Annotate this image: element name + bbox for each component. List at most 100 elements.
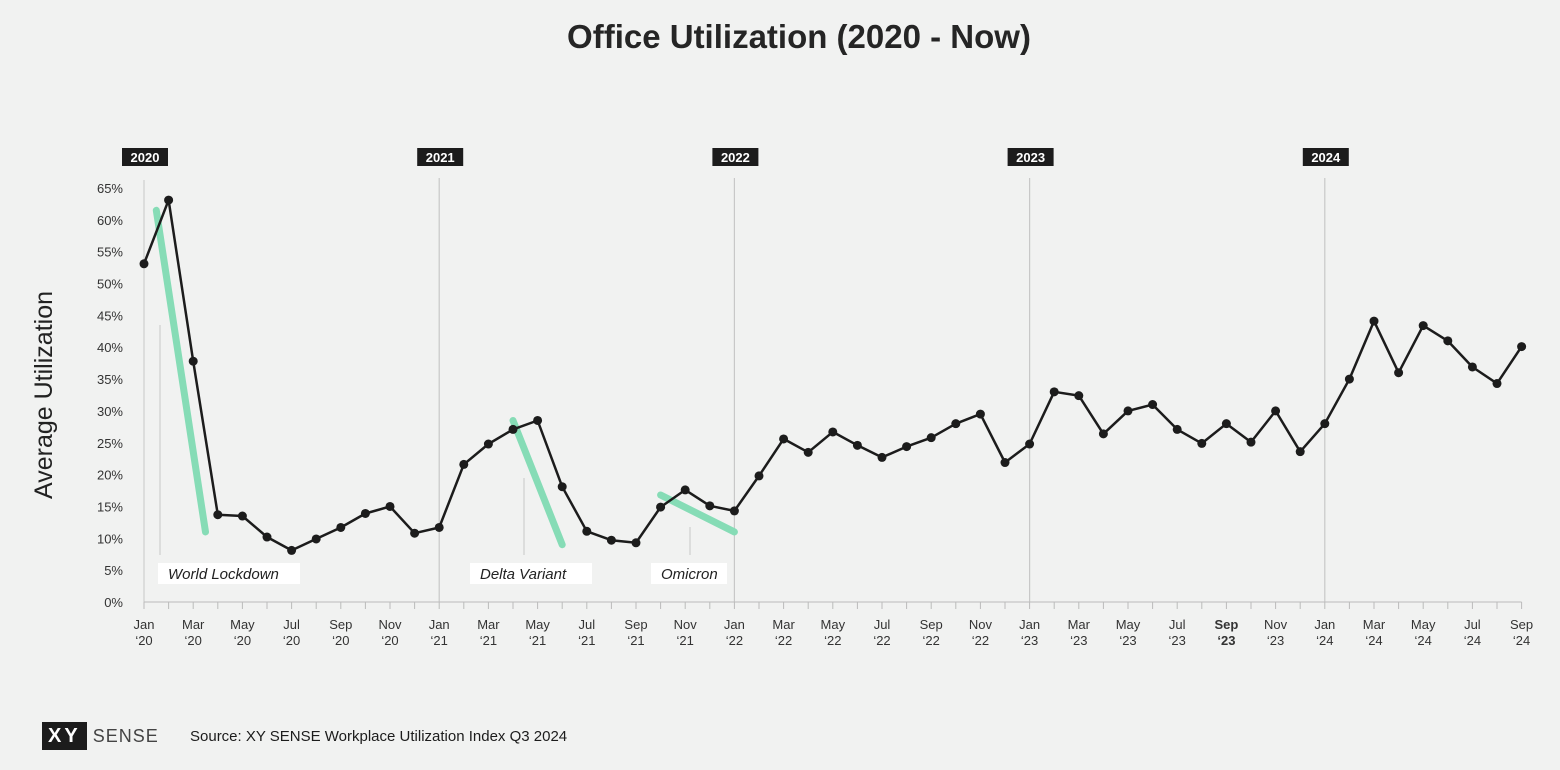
x-tick-year: ‘24 xyxy=(1415,633,1432,648)
x-tick-label: Jul xyxy=(1169,617,1186,632)
data-point xyxy=(557,482,567,492)
data-point xyxy=(803,447,813,457)
y-tick-label: 25% xyxy=(97,436,123,451)
x-tick-label: Nov xyxy=(1264,617,1288,632)
year-badge-label: 2023 xyxy=(1016,150,1045,165)
x-tick-label: Jul xyxy=(283,617,300,632)
x-tick-label: May xyxy=(230,617,255,632)
x-tick-label: Jan xyxy=(134,617,155,632)
year-badge-label: 2020 xyxy=(131,150,160,165)
y-tick-label: 65% xyxy=(97,181,123,196)
data-point xyxy=(336,522,346,532)
data-point xyxy=(287,545,297,555)
x-tick-year: ‘22 xyxy=(972,633,989,648)
x-tick-year: ‘20 xyxy=(283,633,300,648)
data-point xyxy=(483,439,493,449)
x-tick-label: Mar xyxy=(1068,617,1091,632)
data-point xyxy=(1074,391,1084,401)
annotation-box xyxy=(158,563,300,584)
x-tick-year: ‘20 xyxy=(135,633,152,648)
x-tick-year: ‘20 xyxy=(332,633,349,648)
year-badge-label: 2021 xyxy=(426,150,455,165)
data-point xyxy=(434,522,444,532)
data-point xyxy=(1320,419,1330,429)
y-tick-label: 40% xyxy=(97,340,123,355)
y-tick-label: 45% xyxy=(97,308,123,323)
data-point xyxy=(1123,406,1133,416)
data-point xyxy=(311,534,321,544)
data-point xyxy=(1197,438,1207,448)
logo-mark: XY xyxy=(42,722,87,750)
x-tick-year: ‘20 xyxy=(234,633,251,648)
data-point xyxy=(1517,342,1527,352)
x-tick-year: ‘23 xyxy=(1119,633,1136,648)
x-tick-label: Sep xyxy=(624,617,647,632)
y-tick-label: 15% xyxy=(97,499,123,514)
x-tick-year: ‘23 xyxy=(1070,633,1087,648)
x-tick-label: May xyxy=(821,617,846,632)
data-point xyxy=(139,259,149,269)
data-point xyxy=(385,501,395,511)
data-point xyxy=(1000,458,1010,468)
x-tick-year: ‘21 xyxy=(529,633,546,648)
data-point xyxy=(1025,439,1035,449)
x-tick-year: ‘21 xyxy=(627,633,644,648)
data-point xyxy=(1418,321,1428,331)
data-point xyxy=(1394,368,1404,378)
data-point xyxy=(459,459,469,469)
x-tick-year: ‘21 xyxy=(578,633,595,648)
logo-word: SENSE xyxy=(92,725,159,746)
x-tick-label: Mar xyxy=(1363,617,1386,632)
x-tick-year: ‘22 xyxy=(873,633,890,648)
data-point xyxy=(1271,406,1281,416)
annotation-box xyxy=(470,563,592,584)
year-badge xyxy=(417,148,464,166)
xysense-logo: XY SENSE xyxy=(42,722,159,750)
data-point xyxy=(926,433,936,443)
annotation-label: Delta Variant xyxy=(480,566,567,583)
x-tick-year: ‘22 xyxy=(923,633,940,648)
data-point xyxy=(779,434,789,444)
y-tick-label: 60% xyxy=(97,213,123,228)
data-point xyxy=(1295,447,1305,457)
x-tick-year: ‘24 xyxy=(1365,633,1382,648)
x-tick-year: ‘24 xyxy=(1513,633,1530,648)
chart-title: Office Utilization (2020 - Now) xyxy=(567,18,1031,55)
data-point xyxy=(1049,387,1059,397)
x-tick-year: ‘23 xyxy=(1021,633,1038,648)
x-tick-year: ‘21 xyxy=(677,633,694,648)
data-point xyxy=(877,452,887,462)
x-tick-year: ‘23 xyxy=(1169,633,1186,648)
x-tick-label: Nov xyxy=(674,617,698,632)
x-tick-label: Nov xyxy=(378,617,402,632)
data-point xyxy=(631,538,641,548)
x-tick-label: Jan xyxy=(724,617,745,632)
data-point xyxy=(410,528,420,538)
data-point xyxy=(1148,400,1158,410)
source-note: Source: XY SENSE Workplace Utilization I… xyxy=(190,728,568,745)
data-point xyxy=(582,526,592,536)
data-point xyxy=(1344,374,1354,384)
x-tick-label: Sep xyxy=(1510,617,1533,632)
data-point xyxy=(237,511,247,521)
data-point xyxy=(1492,379,1502,389)
x-tick-label: Mar xyxy=(772,617,795,632)
y-tick-label: 0% xyxy=(104,595,123,610)
data-point xyxy=(606,535,616,545)
x-tick-year: ‘23 xyxy=(1267,633,1284,648)
x-tick-label: Sep xyxy=(920,617,943,632)
x-tick-label: Mar xyxy=(182,617,205,632)
annotation-label: World Lockdown xyxy=(168,566,279,583)
x-tick-year: ‘24 xyxy=(1316,633,1333,648)
y-tick-label: 5% xyxy=(104,563,123,578)
data-point xyxy=(360,508,370,518)
x-tick-label: Sep xyxy=(1214,617,1238,632)
data-point xyxy=(1369,316,1379,326)
year-badge-label: 2024 xyxy=(1311,150,1341,165)
y-tick-label: 55% xyxy=(97,245,123,260)
x-tick-year: ‘20 xyxy=(185,633,202,648)
data-point xyxy=(951,419,961,429)
data-point xyxy=(1443,336,1453,346)
data-point xyxy=(680,485,690,495)
line-chart: 0% 5% 10% 15% 20% 25% 30% 35% 40% 45% 50% 55% 60% 65%… xyxy=(30,148,1533,648)
